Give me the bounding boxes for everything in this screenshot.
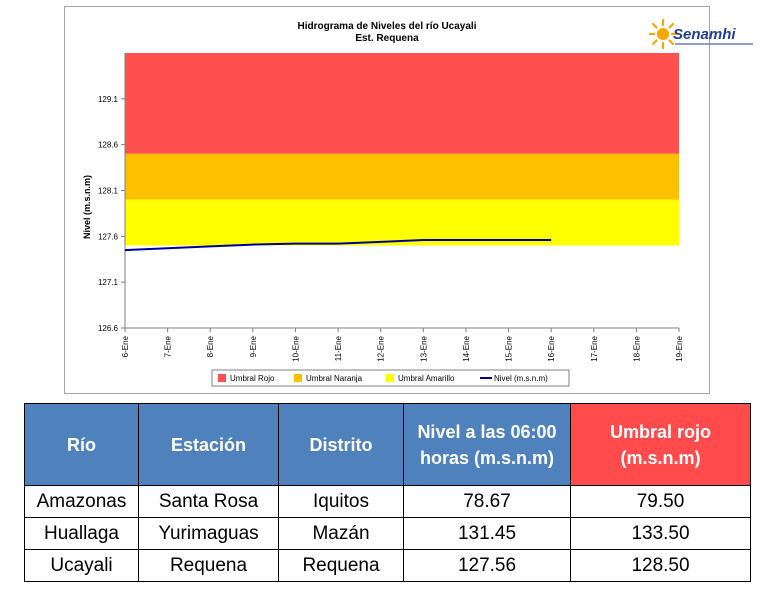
legend-swatch	[386, 374, 394, 382]
cell-distrito: Iquitos	[278, 485, 404, 518]
x-tick-label: 10-Ene	[291, 335, 300, 361]
y-axis-label: Nivel (m.s.n.m)	[82, 175, 92, 239]
chart-legend: Umbral Rojo Umbral Naranja Umbral Amarillo…	[211, 369, 570, 387]
y-tick-label: 128.1	[98, 187, 119, 196]
x-tick-label: 15-Ene	[505, 335, 514, 361]
header-distrito: Distrito	[278, 403, 404, 486]
logo-text: Senamhi	[673, 26, 736, 43]
cell-distrito: Mazán	[278, 517, 404, 550]
header-nivel: Nivel a las 06:00 horas (m.s.n.m)	[403, 403, 571, 486]
threshold-band-2	[125, 199, 679, 246]
levels-table: Río Estación Distrito Nivel a las 06:00 …	[24, 403, 751, 582]
cell-estacion: Santa Rosa	[138, 485, 279, 518]
x-tick-label: 18-Ene	[632, 335, 641, 361]
sun-icon	[649, 18, 679, 50]
cell-distrito: Requena	[278, 549, 404, 582]
legend-label: Umbral Rojo	[230, 374, 275, 383]
plot-area: 126.6 127.1 127.6 128.1 128.6 129.1 6-Ene 7-Ene…	[98, 53, 684, 362]
x-tick-label: 6-Ene	[121, 335, 130, 357]
header-umbral-rojo: Umbral rojo (m.s.n.m)	[570, 403, 751, 486]
x-tick-label: 7-Ene	[164, 335, 173, 357]
header-estacion: Estación	[138, 403, 279, 486]
chart-svg: Hidrograma de Niveles del río Ucayali Es…	[82, 21, 684, 387]
cell-umbral-rojo: 79.50	[570, 485, 751, 518]
table-row: Amazonas Santa Rosa Iquitos 78.67 79.50	[24, 485, 751, 518]
cell-rio: Ucayali	[24, 549, 139, 582]
cell-umbral-rojo: 128.50	[570, 549, 751, 582]
table-row: Huallaga Yurimaguas Mazán 131.45 133.50	[24, 517, 751, 550]
cell-nivel: 127.56	[403, 549, 571, 582]
cell-nivel: 131.45	[403, 517, 571, 550]
senamhi-logo: Senamhi	[649, 18, 753, 50]
chart-subtitle: Est. Requena	[355, 33, 419, 44]
hydrograph-chart: Hidrograma de Niveles del río Ucayali Es…	[64, 6, 753, 394]
x-tick-label: 13-Ene	[419, 335, 428, 361]
threshold-band-1	[125, 153, 679, 200]
legend-label: Nivel (m.s.n.m)	[494, 374, 548, 383]
series-line-nivel	[124, 239, 552, 252]
cell-umbral-rojo: 133.50	[570, 517, 751, 550]
y-tick-label: 128.6	[98, 141, 119, 150]
cell-estacion: Yurimaguas	[138, 517, 279, 550]
cell-rio: Huallaga	[24, 517, 139, 550]
x-tick-label: 16-Ene	[547, 335, 556, 361]
threshold-band-0	[125, 53, 679, 154]
x-tick-label: 11-Ene	[334, 335, 343, 361]
cell-rio: Amazonas	[24, 485, 139, 518]
legend-swatch	[218, 374, 226, 382]
chart-title: Hidrograma de Niveles del río Ucayali	[298, 21, 477, 32]
x-tick-label: 12-Ene	[377, 335, 386, 361]
y-tick-label: 126.6	[98, 324, 119, 333]
y-tick-label: 127.6	[98, 232, 119, 241]
x-tick-label: 19-Ene	[675, 335, 684, 361]
x-tick-label: 17-Ene	[590, 335, 599, 361]
x-tick-label: 8-Ene	[206, 335, 215, 357]
header-rio: Río	[24, 403, 139, 486]
y-tick-label: 127.1	[98, 278, 119, 287]
table-header-row: Río Estación Distrito Nivel a las 06:00 …	[24, 403, 751, 486]
x-tick-label: 14-Ene	[462, 335, 471, 361]
legend-swatch	[294, 374, 302, 382]
x-tick-label: 9-Ene	[249, 335, 258, 357]
table-row: Ucayali Requena Requena 127.56 128.50	[24, 549, 751, 582]
legend-label: Umbral Naranja	[306, 374, 363, 383]
cell-nivel: 78.67	[403, 485, 571, 518]
y-tick-label: 129.1	[98, 95, 119, 104]
cell-estacion: Requena	[138, 549, 279, 582]
legend-label: Umbral Amarillo	[398, 374, 455, 383]
